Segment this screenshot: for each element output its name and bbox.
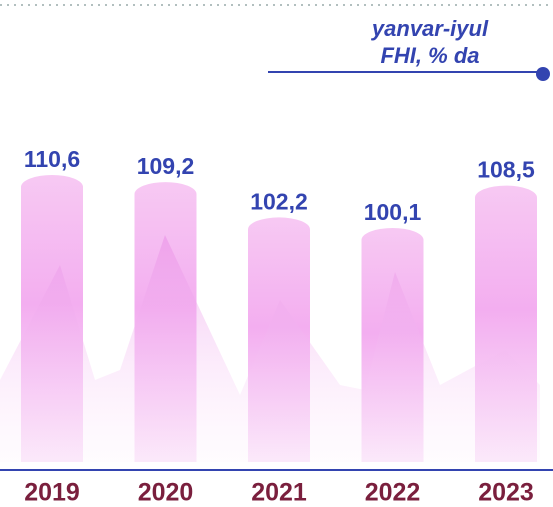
title-dot <box>536 67 550 81</box>
value-label: 108,5 <box>477 157 535 183</box>
subtitle: FHI, % da <box>380 43 479 68</box>
value-label: 109,2 <box>137 153 195 179</box>
title: yanvar-iyul <box>371 16 489 41</box>
value-label: 100,1 <box>364 199 422 225</box>
x-tick-label: 2022 <box>365 479 421 507</box>
decor-wave <box>0 235 540 462</box>
x-tick-label: 2020 <box>138 479 194 507</box>
x-tick-label: 2023 <box>478 479 534 507</box>
value-label: 110,6 <box>24 146 80 172</box>
value-label: 102,2 <box>250 188 308 214</box>
x-tick-label: 2021 <box>251 479 307 507</box>
x-tick-label: 2019 <box>24 479 80 507</box>
